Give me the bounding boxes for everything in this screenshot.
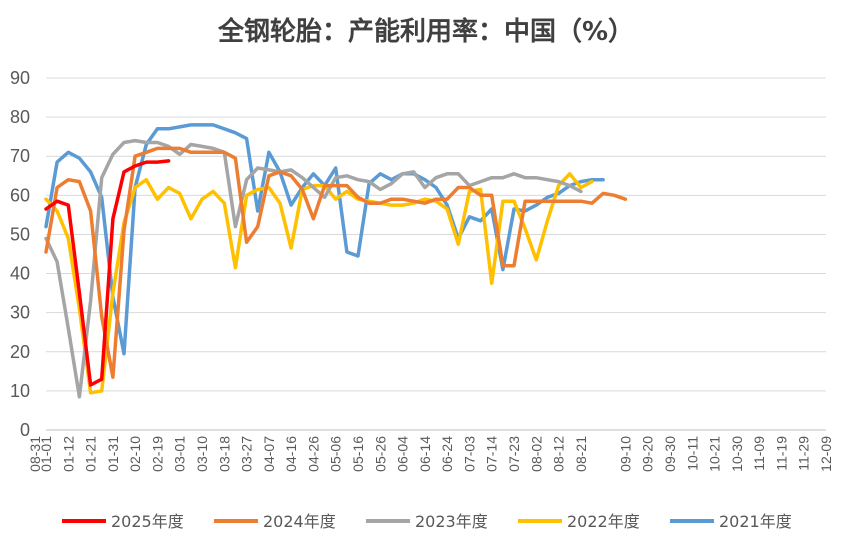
- y-tick-label: 70: [10, 146, 30, 166]
- x-tick-label: 11-09: [751, 436, 767, 471]
- x-tick-label: 12-09: [818, 436, 834, 472]
- x-tick-label: 02-19: [149, 436, 165, 472]
- y-tick-label: 0: [20, 420, 30, 440]
- x-tick-label: 06-24: [439, 436, 455, 472]
- x-tick-label: 01-01: [38, 436, 54, 472]
- x-tick-label: 10-11: [684, 436, 700, 471]
- legend-label: 2025年度: [111, 512, 184, 531]
- x-tick-label: 03-10: [194, 436, 210, 472]
- x-tick-label: 10-21: [707, 436, 723, 472]
- x-tick-label: 09-20: [640, 436, 656, 472]
- x-tick-label: 11-19: [773, 436, 789, 471]
- x-tick-label: 07-14: [484, 436, 500, 472]
- legend-label: 2021年度: [719, 512, 792, 531]
- legend: 2025年度 2024年度 2023年度 2022年度 2021年度: [62, 512, 792, 531]
- x-tick-label: 07-23: [506, 436, 522, 472]
- y-tick-label: 60: [10, 185, 30, 205]
- y-tick-label: 90: [10, 68, 30, 88]
- x-tick-label: 05-26: [372, 436, 388, 472]
- x-tick-label: 02-10: [127, 436, 143, 472]
- y-axis-ticks: 0 10 20 30 40 50 60 70 80 90: [10, 68, 30, 440]
- x-tick-label: 04-07: [261, 436, 277, 472]
- x-tick-label: 05-06: [328, 436, 344, 472]
- y-tick-label: 10: [10, 381, 30, 401]
- series-line-2025年度: [44, 159, 171, 387]
- x-tick-label: 06-04: [395, 436, 411, 472]
- legend-label: 2023年度: [415, 512, 488, 531]
- x-tick-label: 01-12: [60, 436, 76, 472]
- y-tick-label: 20: [10, 342, 30, 362]
- x-tick-label: 11-29: [796, 436, 812, 471]
- series-line-2023年度: [44, 138, 583, 399]
- x-tick-label: 01-21: [83, 436, 99, 472]
- x-tick-label: 09-10: [617, 436, 633, 472]
- y-tick-label: 30: [10, 303, 30, 323]
- y-tick-label: 40: [10, 264, 30, 284]
- series-lines: [44, 123, 628, 399]
- x-tick-label: 03-27: [239, 436, 255, 472]
- chart-title: 全钢轮胎：产能利用率：中国（%）: [217, 16, 634, 47]
- x-tick-label: 10-30: [729, 436, 745, 472]
- x-tick-label: 03-01: [172, 436, 188, 472]
- series-line-2022年度: [44, 172, 594, 395]
- legend-label: 2022年度: [567, 512, 640, 531]
- x-tick-label: 01-31: [105, 436, 121, 472]
- x-tick-label: 08-31: [27, 436, 43, 472]
- x-axis-ticks: 01-01 01-12 01-21 01-31 02-10 02-19 03-01 03-10…: [27, 436, 834, 472]
- y-tick-label: 80: [10, 107, 30, 127]
- y-tick-label: 50: [10, 224, 30, 244]
- x-tick-label: 08-12: [551, 436, 567, 472]
- legend-label: 2024年度: [263, 512, 336, 531]
- series-line-2024年度: [44, 146, 628, 379]
- x-tick-label: 07-03: [461, 436, 477, 472]
- x-tick-label: 03-18: [216, 436, 232, 472]
- x-tick-label: 09-30: [662, 436, 678, 472]
- x-tick-label: 04-26: [305, 436, 321, 472]
- x-tick-label: 08-21: [573, 436, 589, 472]
- grid: [46, 77, 826, 431]
- x-tick-label: 06-14: [417, 436, 433, 472]
- x-tick-label: 04-16: [283, 436, 299, 472]
- x-tick-label: 08-02: [528, 436, 544, 472]
- x-tick-label: 05-16: [350, 436, 366, 472]
